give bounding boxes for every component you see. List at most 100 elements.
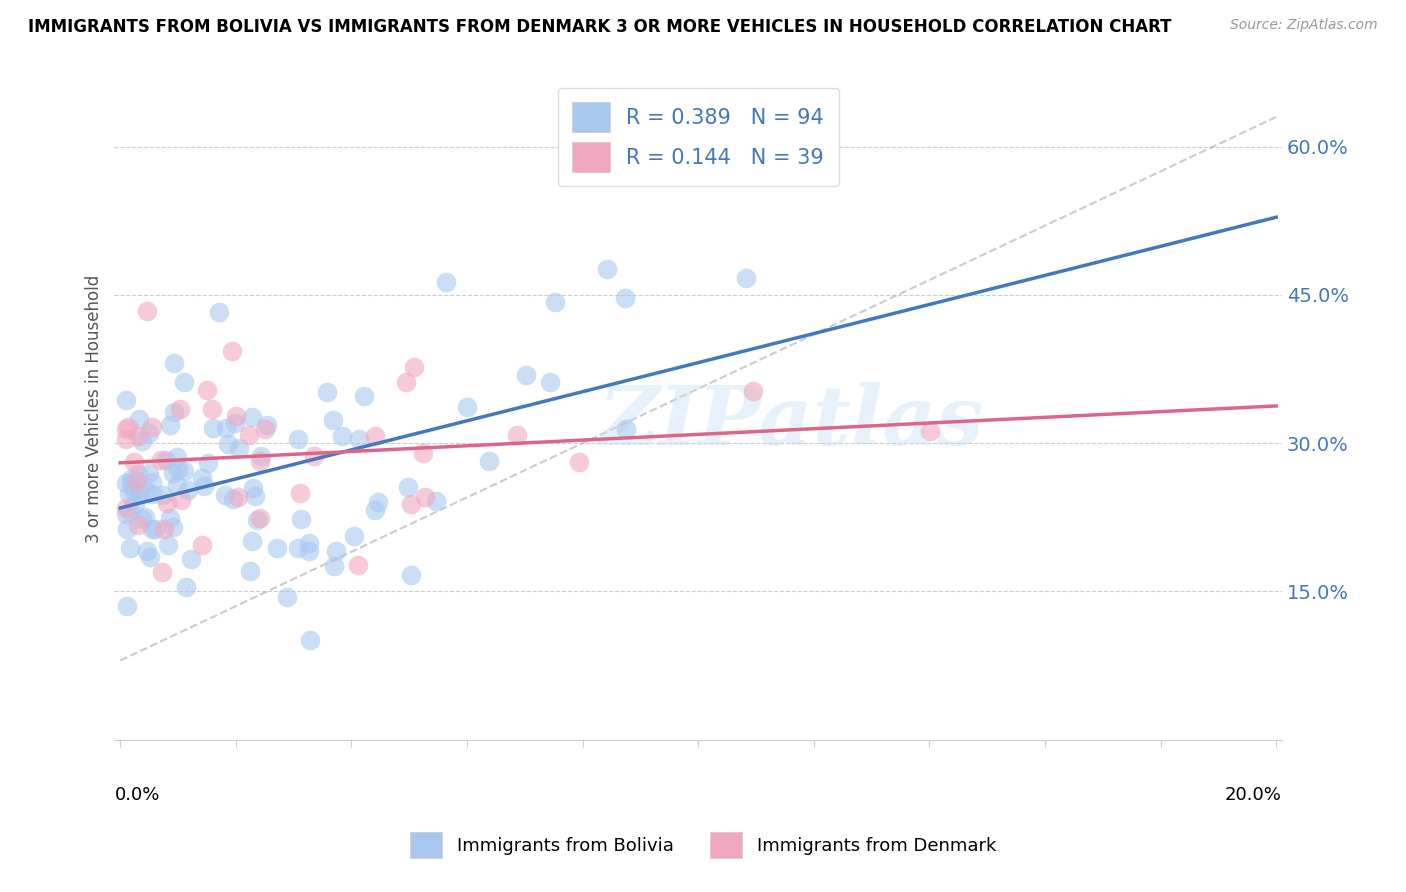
Text: IMMIGRANTS FROM BOLIVIA VS IMMIGRANTS FROM DENMARK 3 OR MORE VEHICLES IN HOUSEHO: IMMIGRANTS FROM BOLIVIA VS IMMIGRANTS FR…	[28, 18, 1171, 36]
Point	[347, 432, 370, 446]
Point	[166, 450, 188, 465]
Point	[249, 454, 271, 468]
Point	[538, 375, 561, 389]
Point	[141, 419, 163, 434]
Point	[177, 483, 200, 497]
Point	[224, 416, 246, 430]
Point	[323, 558, 346, 573]
Point	[134, 509, 156, 524]
Point	[118, 541, 141, 556]
Point	[287, 541, 309, 556]
Point	[118, 486, 141, 500]
Point	[395, 376, 418, 390]
Point	[115, 422, 138, 436]
Point	[141, 522, 163, 536]
Point	[240, 410, 263, 425]
Text: Source: ZipAtlas.com: Source: ZipAtlas.com	[1230, 18, 1378, 32]
Point	[115, 432, 138, 446]
Point	[118, 503, 141, 517]
Point	[120, 472, 142, 486]
Point	[456, 400, 478, 414]
Legend: Immigrants from Bolivia, Immigrants from Denmark: Immigrants from Bolivia, Immigrants from…	[402, 825, 1004, 865]
Point	[250, 449, 273, 463]
Point	[127, 429, 149, 443]
Point	[201, 421, 224, 435]
Point	[287, 432, 309, 446]
Point	[174, 581, 197, 595]
Point	[127, 467, 149, 482]
Point	[402, 359, 425, 374]
Point	[180, 552, 202, 566]
Point	[249, 511, 271, 525]
Point	[115, 475, 138, 490]
Point	[167, 462, 190, 476]
Point	[127, 474, 149, 488]
Point	[222, 492, 245, 507]
Point	[208, 305, 231, 319]
Point	[217, 436, 239, 450]
Point	[221, 343, 243, 358]
Point	[240, 534, 263, 549]
Point	[477, 454, 499, 468]
Point	[228, 491, 250, 505]
Point	[131, 434, 153, 449]
Point	[136, 543, 159, 558]
Point	[239, 564, 262, 578]
Point	[134, 483, 156, 498]
Point	[150, 452, 173, 467]
Point	[515, 368, 537, 382]
Point	[141, 475, 163, 490]
Point	[122, 485, 145, 500]
Point	[162, 466, 184, 480]
Point	[173, 375, 195, 389]
Point	[735, 271, 758, 285]
Point	[399, 568, 422, 582]
Point	[124, 497, 146, 511]
Point	[298, 544, 321, 558]
Point	[415, 490, 437, 504]
Point	[228, 441, 250, 455]
Point	[245, 489, 267, 503]
Point	[290, 512, 312, 526]
Point	[434, 276, 457, 290]
Point	[117, 420, 139, 434]
Point	[276, 590, 298, 604]
Point	[193, 478, 215, 492]
Point	[225, 409, 247, 424]
Point	[152, 522, 174, 536]
Point	[242, 481, 264, 495]
Point	[166, 478, 188, 492]
Point	[568, 455, 591, 469]
Point	[918, 424, 941, 438]
Point	[322, 413, 344, 427]
Point	[343, 528, 366, 542]
Point	[128, 411, 150, 425]
Point	[138, 425, 160, 440]
Point	[364, 503, 387, 517]
Point	[115, 501, 138, 516]
Point	[156, 538, 179, 552]
Point	[115, 599, 138, 614]
Point	[215, 420, 238, 434]
Point	[302, 450, 325, 464]
Point	[299, 632, 322, 647]
Point	[367, 494, 389, 508]
Point	[120, 476, 142, 491]
Point	[201, 402, 224, 417]
Point	[288, 486, 311, 500]
Point	[159, 417, 181, 432]
Point	[396, 480, 419, 494]
Point	[298, 535, 321, 549]
Point	[162, 519, 184, 533]
Point	[347, 558, 370, 572]
Point	[138, 550, 160, 565]
Point	[741, 384, 763, 398]
Legend: R = 0.389   N = 94, R = 0.144   N = 39: R = 0.389 N = 94, R = 0.144 N = 39	[558, 87, 839, 186]
Point	[197, 456, 219, 470]
Point	[141, 487, 163, 501]
Point	[170, 493, 193, 508]
Point	[425, 493, 447, 508]
Point	[256, 418, 278, 433]
Point	[412, 446, 434, 460]
Point	[131, 512, 153, 526]
